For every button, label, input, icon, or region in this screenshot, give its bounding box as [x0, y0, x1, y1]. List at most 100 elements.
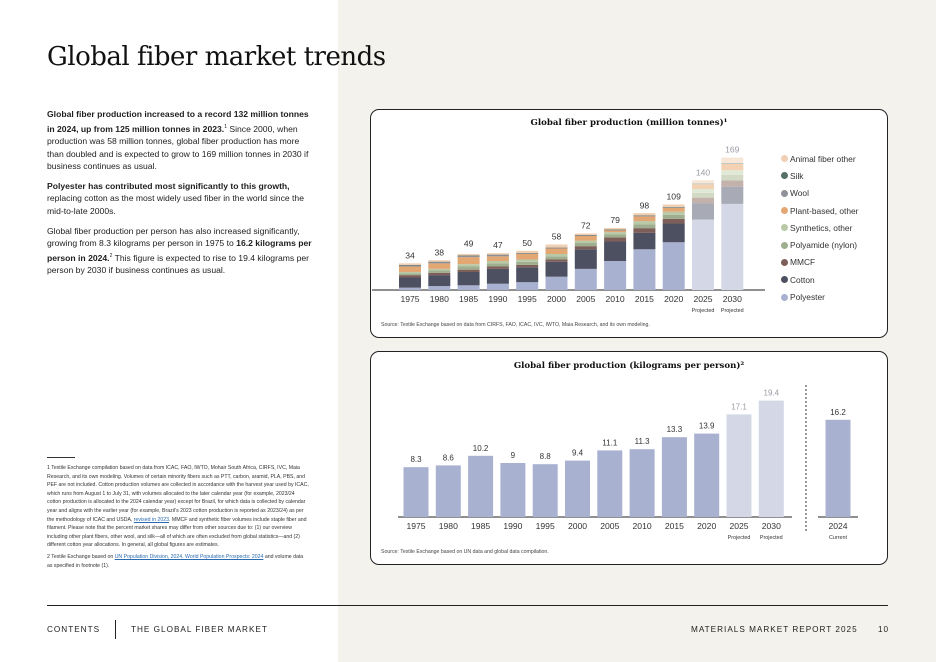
footnote-1-rest: . MMCF and synthetic fiber volumes inclu…: [47, 516, 307, 549]
chart1-bar-segment: [457, 271, 480, 286]
chart1-total-label: 47: [493, 240, 503, 250]
chart1-bar-segment: [399, 273, 421, 276]
chart1-bar-segment: [721, 163, 744, 164]
chart1-bar-segment: [692, 189, 714, 193]
chart2-plot: 8.3 1975 8.6 1980 10.2 1985 9 1990 8.8 1995 9.4 200…: [398, 385, 858, 541]
chart1-bar-segment: [604, 227, 627, 230]
chart2-tick-label: 2020: [697, 521, 716, 531]
chart1-bar-segment: [633, 215, 656, 217]
chart1-bar-segment: [428, 260, 451, 262]
chart2-sublabel: Projected: [728, 535, 751, 541]
footer-page-number: 10: [878, 625, 890, 634]
chart1-total-label: 79: [610, 215, 620, 225]
chart1-tick-label: 2005: [576, 294, 595, 304]
legend-label: Polyester: [790, 292, 825, 303]
legend-item: Cotton: [781, 271, 858, 288]
footnote-1-text: 1 Textile Exchange compilation based on …: [47, 465, 309, 523]
footer-contents-link[interactable]: CONTENTS: [47, 625, 101, 634]
chart2-source: Source: Textile Exchange based on UN dat…: [381, 549, 549, 555]
chart1-bar-segment: [574, 243, 597, 247]
chart2-value-label: 19.4: [764, 389, 780, 398]
chart1-bar-segment: [428, 268, 451, 271]
chart1-total-label: 72: [581, 221, 591, 231]
chart1-bar-segment: [721, 180, 744, 187]
chart1-bar-segment: [721, 203, 744, 290]
chart1-bar-segment: [662, 204, 685, 207]
chart1-bar-segment: [662, 223, 685, 243]
chart2-value-label: 8.6: [443, 453, 455, 462]
chart1-bar-segment: [604, 230, 627, 233]
footnote-divider: [47, 457, 75, 458]
legend-label: Silk: [790, 170, 804, 181]
chart2-bar: [726, 414, 752, 517]
chart1-bar-segment: [662, 207, 685, 208]
intro-p3-rest: This figure is expected to rise to 19.4 …: [47, 252, 309, 276]
legend-item: Silk: [781, 167, 858, 184]
chart1-bar-segment: [604, 241, 627, 262]
chart1-bar-segment: [486, 253, 509, 255]
chart1-bar-segment: [662, 207, 685, 212]
chart1-tick-label: 1995: [518, 294, 537, 304]
chart1-bar-segment: [633, 224, 656, 229]
chart1-bar-segment: [457, 253, 480, 256]
chart1-source: Source: Textile Exchange based on data f…: [381, 322, 650, 328]
chart1-card: Global fiber production (million tonnes)…: [370, 109, 888, 338]
footer-report-title: MATERIALS MARKET REPORT 2025: [691, 625, 858, 634]
chart2-bar: [565, 460, 590, 517]
chart1-bar-segment: [574, 240, 597, 244]
chart2-value-label: 13.3: [667, 425, 683, 434]
chart1-legend: Animal fiber other Silk Wool Plant-based, o…: [781, 150, 858, 306]
chart1-bar-segment: [545, 276, 568, 290]
legend-item: Plant-based, other: [781, 202, 858, 219]
chart1-bar-segment: [545, 248, 568, 254]
chart1-total-label: 38: [435, 247, 445, 257]
chart2-tick-label: 2015: [665, 521, 684, 531]
chart1-bar-segment: [399, 264, 421, 267]
chart1-bar-segment: [516, 267, 539, 283]
chart1-bar-segment: [457, 269, 480, 272]
footnote-2-text: 2 Textile Exchange based on: [47, 553, 115, 560]
chart2-value-label: 11.1: [602, 438, 618, 447]
chart1-bar-segment: [486, 268, 509, 284]
chart1-tick-label: 1980: [430, 294, 449, 304]
chart1-bar-segment: [633, 228, 656, 233]
chart2-tick-label: 2024: [828, 521, 847, 531]
intro-paragraph-2: Polyester has contributed most significa…: [47, 180, 315, 218]
footnote-2: 2 Textile Exchange based on UN Populatio…: [47, 553, 309, 570]
chart1-bar-segment: [574, 235, 597, 236]
legend-swatch: [781, 172, 788, 180]
chart1-bar-segment: [692, 203, 714, 220]
footnotes: 1 Textile Exchange compilation based on …: [47, 464, 309, 573]
footnote-2-link[interactable]: UN Population Division, 2024. World Popu…: [114, 553, 264, 560]
chart1-bar-segment: [662, 242, 685, 290]
chart1-bar-segment: [399, 271, 421, 274]
chart2-tick-label: 2010: [633, 521, 652, 531]
legend-label: Plant-based, other: [790, 205, 859, 216]
chart2-bar: [629, 449, 655, 517]
chart2-value-label: 11.3: [635, 437, 651, 446]
footnote-1-link[interactable]: revised in 2023: [133, 516, 169, 523]
footer-section-link[interactable]: THE GLOBAL FIBER MARKET: [131, 625, 268, 634]
intro-p2-rest: replacing cotton as the most widely used…: [47, 193, 304, 217]
legend-label: Cotton: [790, 274, 815, 285]
legend-swatch: [781, 258, 788, 266]
chart2-value-label: 17.1: [731, 402, 747, 411]
legend-label: Animal fiber other: [790, 153, 856, 164]
legend-swatch: [781, 276, 788, 284]
chart2-bar: [435, 465, 461, 517]
intro-p1-rest: Since 2000, when production was 58 milli…: [47, 123, 309, 172]
intro-paragraph-1: Global fiber production increased to a r…: [47, 108, 315, 173]
chart2-card: Global fiber production (kilograms per p…: [370, 351, 888, 565]
chart1-sublabel: Projected: [692, 308, 715, 314]
chart1-bar-segment: [574, 249, 597, 269]
chart2-bar: [500, 463, 526, 517]
chart2-bar: [694, 433, 720, 517]
page-title: Global fiber market trends: [47, 42, 386, 72]
chart1-bar-segment: [428, 263, 451, 269]
chart1-total-label: 140: [696, 167, 711, 177]
chart2-bar: [661, 437, 687, 517]
chart1-tick-label: 2020: [664, 294, 683, 304]
chart1-bar-segment: [516, 253, 539, 260]
chart1-bar-segment: [692, 219, 714, 290]
intro-text: Global fiber production increased to a r…: [47, 108, 315, 284]
